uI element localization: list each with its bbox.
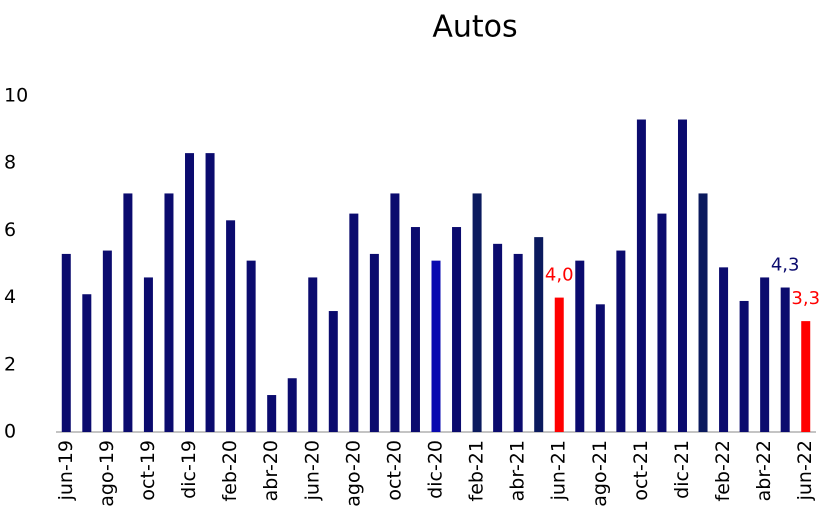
x-tick-label: oct-19 <box>137 440 159 501</box>
x-tick-label: ago-21 <box>589 440 611 507</box>
bar <box>657 213 667 432</box>
chart-title: Autos <box>432 10 517 45</box>
y-tick-label: 4 <box>4 286 16 308</box>
bar <box>369 253 379 432</box>
bar <box>226 220 236 432</box>
bar <box>575 260 585 432</box>
bar <box>513 253 523 432</box>
x-tick-label: jun-19 <box>55 440 77 501</box>
x-tick-label: dic-21 <box>671 440 693 499</box>
bar <box>452 227 462 432</box>
bar <box>82 294 92 432</box>
bar <box>739 300 749 432</box>
y-tick-label: 0 <box>4 421 16 443</box>
x-tick-label: oct-20 <box>383 440 405 501</box>
bar <box>636 119 646 433</box>
bar <box>472 193 482 432</box>
bar <box>616 250 626 432</box>
bar <box>123 193 133 432</box>
x-tick-label: abr-22 <box>753 440 775 501</box>
bar <box>534 237 544 432</box>
bar <box>410 227 420 432</box>
bar <box>349 213 359 432</box>
x-tick-label: dic-20 <box>425 440 447 499</box>
x-tick-label: jun-21 <box>548 440 570 501</box>
y-tick-label: 6 <box>4 219 16 241</box>
bar <box>287 378 297 432</box>
bar <box>760 277 770 432</box>
bar <box>677 119 687 433</box>
x-tick-label: feb-21 <box>466 440 488 501</box>
x-tick-label: jun-22 <box>794 440 816 501</box>
x-tick-label: ago-19 <box>96 440 118 507</box>
bar <box>205 153 215 432</box>
bar <box>267 395 277 432</box>
bar <box>143 277 153 432</box>
bar <box>185 153 195 432</box>
x-tick-label: feb-22 <box>712 440 734 501</box>
bar <box>246 260 256 432</box>
x-tick-label: dic-19 <box>178 440 200 499</box>
x-tick-label: jun-20 <box>301 440 323 501</box>
y-tick-label: 2 <box>4 353 16 375</box>
bar <box>308 277 318 432</box>
x-tick-label: abr-20 <box>260 440 282 501</box>
bar <box>328 311 338 432</box>
bar <box>390 193 400 432</box>
bar <box>698 193 708 432</box>
bar <box>554 297 564 432</box>
bar <box>102 250 112 432</box>
x-tick-label: ago-20 <box>342 440 364 507</box>
value-label: 4,0 <box>545 265 574 286</box>
value-label: 3,3 <box>791 288 820 309</box>
bar <box>595 304 605 432</box>
bar <box>164 193 174 432</box>
bar <box>719 267 729 432</box>
x-tick-label: feb-20 <box>219 440 241 501</box>
bar <box>431 260 441 432</box>
x-tick-label: abr-21 <box>507 440 529 501</box>
x-tick-label: oct-21 <box>630 440 652 501</box>
bar <box>493 243 503 432</box>
y-tick-label: 8 <box>4 152 16 174</box>
value-label: 4,3 <box>771 255 800 276</box>
bar <box>780 287 790 432</box>
bar <box>801 321 811 432</box>
y-tick-label: 10 <box>4 85 28 107</box>
bar <box>61 253 71 432</box>
